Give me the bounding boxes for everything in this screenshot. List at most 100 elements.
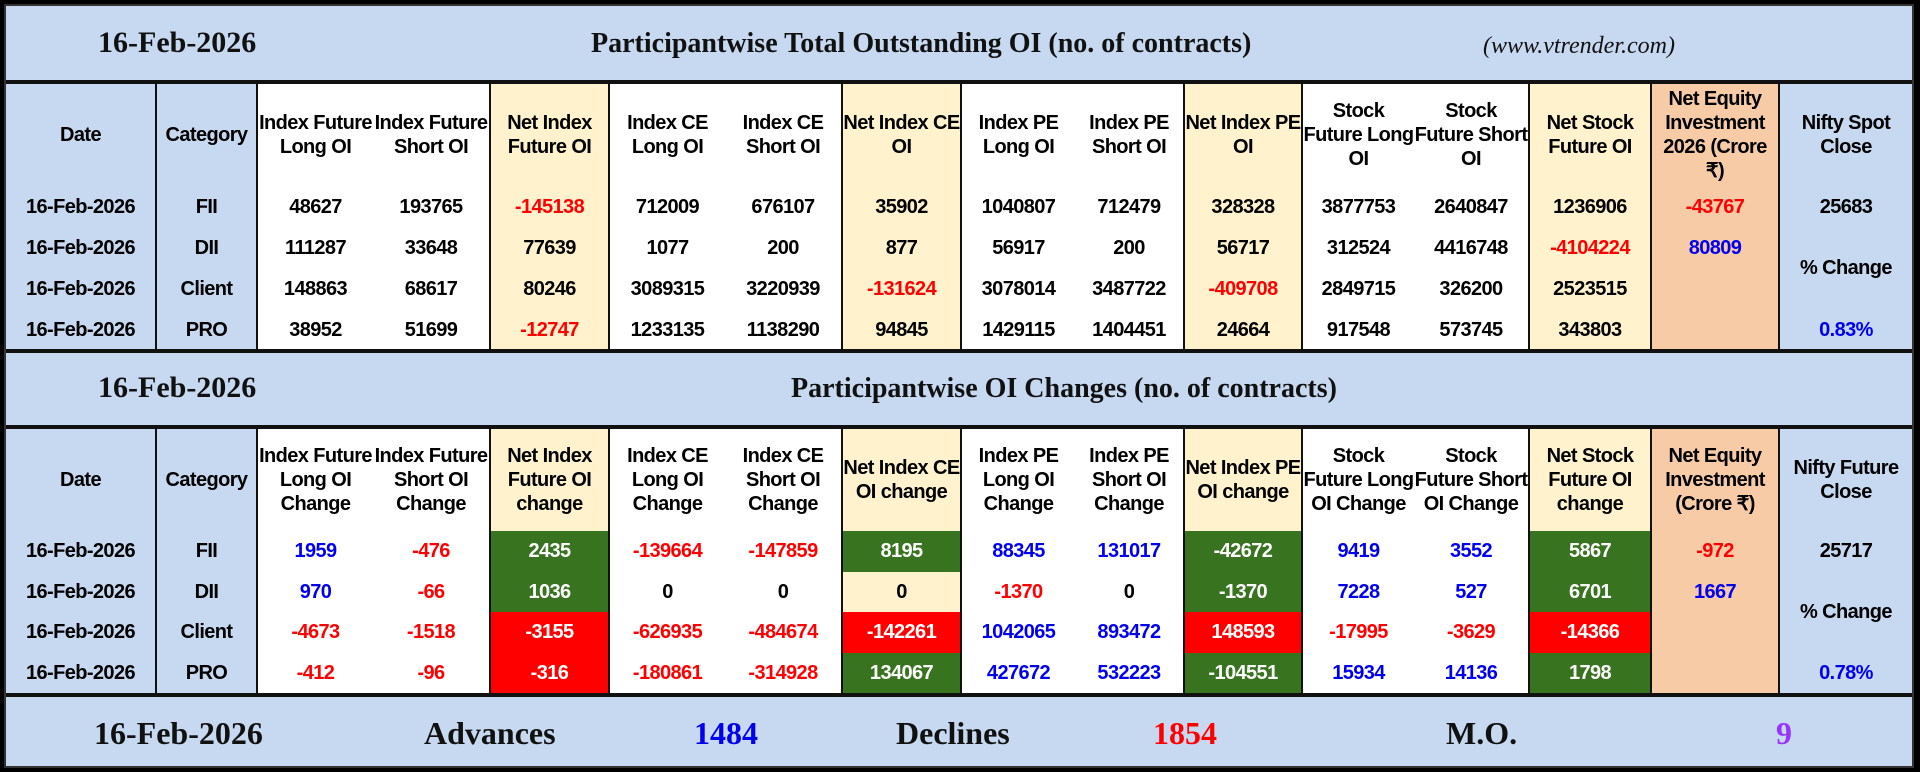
date-cell: 16-Feb-2026 <box>6 571 156 612</box>
section-2-date: 16-Feb-2026 <box>98 371 257 404</box>
value-cell: 527 <box>1414 571 1529 612</box>
value-cell: -316 <box>489 652 609 693</box>
table-row: 16-Feb-2026 FII 48627 193765 -145138 712009 67… <box>6 186 1912 227</box>
declines-label: Declines <box>896 715 1010 751</box>
net-equity-value: -43767 <box>1650 186 1779 227</box>
advances-label: Advances <box>424 715 556 751</box>
divider <box>6 693 1912 697</box>
date-cell: 16-Feb-2026 <box>6 268 156 309</box>
value-cell: 343803 <box>1528 309 1651 350</box>
column-header: Category <box>155 429 257 531</box>
value-cell: -484674 <box>725 612 842 653</box>
divider <box>6 425 1912 429</box>
footer-date: 16-Feb-2026 <box>94 715 263 751</box>
date-cell: 16-Feb-2026 <box>6 612 156 653</box>
table-row: 16-Feb-2026 DII 970 -66 1036 0 0 0 -1370 0 -1370 72… <box>6 571 1912 653</box>
value-cell: 0 <box>725 571 842 612</box>
section-1-date: 16-Feb-2026 <box>98 26 257 59</box>
value-cell: 56717 <box>1183 227 1302 268</box>
value-cell: 2640847 <box>1414 186 1529 227</box>
value-cell: -409708 <box>1183 268 1302 309</box>
advances-value: 1484 <box>694 715 758 751</box>
value-cell: 68617 <box>373 268 490 309</box>
value-cell: -1518 <box>373 612 490 653</box>
nifty-close: 25717 <box>1778 531 1912 572</box>
value-cell: 51699 <box>373 309 490 350</box>
net-equity-value: -972 <box>1650 531 1779 572</box>
column-header: Net Index CE OI <box>841 84 961 186</box>
nifty-change-value: 0.78% <box>1778 652 1912 693</box>
column-header: Net Equity Investment 2026 (Crore ₹) <box>1650 84 1779 186</box>
value-cell: 48627 <box>256 186 373 227</box>
category-cell: FII <box>155 186 257 227</box>
date-cell: 16-Feb-2026 <box>6 531 156 572</box>
table-row: 16-Feb-2026 PRO 38952 51699 -12747 1233135 113… <box>6 309 1912 350</box>
value-cell: 893472 <box>1075 612 1184 653</box>
value-cell: -145138 <box>489 186 609 227</box>
value-cell: 1959 <box>256 531 373 572</box>
column-header: Index CE Long OI <box>608 84 725 186</box>
value-cell: 2849715 <box>1301 268 1414 309</box>
value-cell: 0 <box>841 571 961 612</box>
column-header: Index PE Short OI <box>1075 84 1184 186</box>
value-cell: 3078014 <box>960 268 1075 309</box>
date-cell: 16-Feb-2026 <box>6 186 156 227</box>
value-cell: 148863 <box>256 268 373 309</box>
date-cell: 16-Feb-2026 <box>6 309 156 350</box>
value-cell: -1370 <box>960 571 1075 612</box>
value-cell: 24664 <box>1183 309 1302 350</box>
value-cell: 1042065 <box>960 612 1075 653</box>
net-equity-empty <box>1650 612 1779 693</box>
value-cell: 33648 <box>373 227 490 268</box>
value-cell: 1798 <box>1528 652 1651 693</box>
declines-value: 1854 <box>1153 715 1217 751</box>
nifty-change-label: % Change <box>1778 227 1912 309</box>
value-cell: -17995 <box>1301 612 1414 653</box>
nifty-close: 25683 <box>1778 186 1912 227</box>
value-cell: 1077 <box>608 227 725 268</box>
column-header: Index PE Long OI <box>960 84 1075 186</box>
market-breadth-footer: 16-Feb-2026 Advances 1484 Declines 1854 … <box>6 697 1912 766</box>
value-cell: -180861 <box>608 652 725 693</box>
value-cell: 532223 <box>1075 652 1184 693</box>
value-cell: 6701 <box>1528 571 1651 612</box>
value-cell: 1236906 <box>1528 186 1651 227</box>
value-cell: 35902 <box>841 186 961 227</box>
value-cell: 970 <box>256 571 373 612</box>
value-cell: 2523515 <box>1528 268 1651 309</box>
category-cell: Client <box>155 612 257 653</box>
source-link[interactable]: (www.vtrender.com) <box>1483 33 1675 59</box>
value-cell: 77639 <box>489 227 609 268</box>
column-header: Index CE Short OI Change <box>725 429 842 531</box>
value-cell: -142261 <box>841 612 961 653</box>
value-cell: 917548 <box>1301 309 1414 350</box>
net-equity-value: 80809 <box>1650 227 1779 268</box>
category-cell: PRO <box>155 652 257 693</box>
mo-label: M.O. <box>1446 715 1518 751</box>
date-cell: 16-Feb-2026 <box>6 227 156 268</box>
table-row: 16-Feb-2026 DII 111287 33648 77639 1077 200 877… <box>6 227 1912 309</box>
column-header: Stock Future Short OI <box>1414 84 1529 186</box>
date-cell: 16-Feb-2026 <box>6 652 156 693</box>
value-cell: 1040807 <box>960 186 1075 227</box>
value-cell: 877 <box>841 227 961 268</box>
category-cell: DII <box>155 227 257 268</box>
value-cell: 200 <box>725 227 842 268</box>
column-header: Index CE Long OI Change <box>608 429 725 531</box>
divider <box>6 80 1912 84</box>
column-header: Nifty Spot Close <box>1778 84 1912 186</box>
column-header: Net Stock Future OI change <box>1528 429 1651 531</box>
value-cell: 9419 <box>1301 531 1414 572</box>
net-equity-empty <box>1650 268 1779 350</box>
value-cell: 427672 <box>960 652 1075 693</box>
value-cell: 56917 <box>960 227 1075 268</box>
value-cell: 0 <box>608 571 725 612</box>
value-cell: 1036 <box>489 571 609 612</box>
value-cell: 712479 <box>1075 186 1184 227</box>
divider <box>6 349 1912 353</box>
value-cell: -412 <box>256 652 373 693</box>
value-cell: 1429115 <box>960 309 1075 350</box>
value-cell: 148593 <box>1183 612 1302 653</box>
table-row: 16-Feb-2026 FII 1959 -476 2435 -139664 -147859… <box>6 531 1912 572</box>
column-header: Date <box>6 84 156 186</box>
